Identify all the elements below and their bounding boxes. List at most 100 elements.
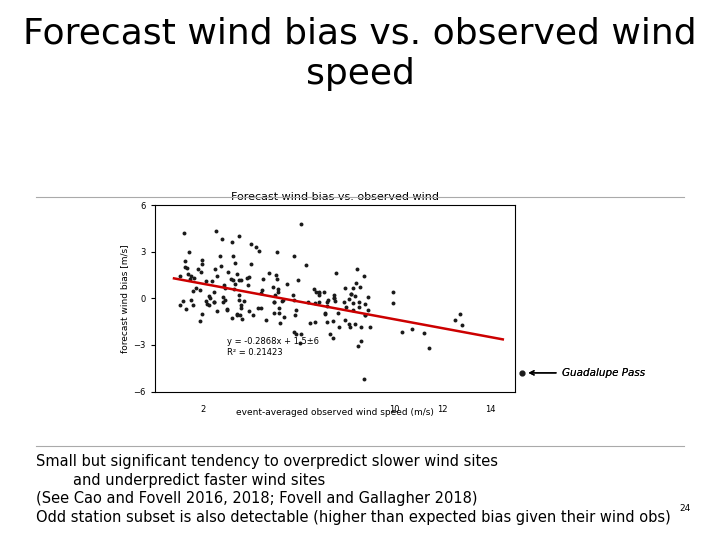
- Point: [228, 252, 239, 261]
- Text: Guadalupe Pass: Guadalupe Pass: [530, 368, 644, 378]
- Point: [200, 297, 212, 306]
- Point: [269, 290, 281, 299]
- Point: [255, 303, 266, 312]
- Point: [211, 227, 222, 235]
- Point: [321, 318, 333, 327]
- Text: and underpredict faster wind sites: and underpredict faster wind sites: [36, 472, 325, 488]
- Point: [196, 310, 207, 319]
- Point: [267, 283, 279, 292]
- Point: [278, 312, 289, 321]
- Point: [343, 295, 355, 303]
- Point: [235, 304, 247, 313]
- Point: [345, 289, 356, 298]
- Point: [516, 368, 528, 377]
- Point: [253, 247, 265, 255]
- Point: [359, 272, 370, 280]
- Point: [243, 272, 255, 281]
- Point: [273, 309, 284, 318]
- Text: 2: 2: [200, 406, 205, 415]
- Point: [195, 268, 207, 276]
- Text: Forecast wind bias vs. observed wind
speed: Forecast wind bias vs. observed wind spe…: [23, 16, 697, 91]
- Text: 14: 14: [485, 406, 496, 415]
- Point: [345, 290, 356, 299]
- Point: [295, 220, 307, 228]
- Point: [229, 280, 240, 289]
- Point: [227, 314, 238, 322]
- Point: [233, 232, 245, 241]
- Point: [221, 305, 233, 313]
- Point: [294, 339, 306, 347]
- Point: [227, 275, 238, 284]
- Point: [355, 323, 366, 332]
- Point: [221, 306, 233, 314]
- Point: [237, 314, 248, 323]
- Point: [264, 269, 275, 278]
- Point: [423, 344, 435, 353]
- Point: [418, 329, 430, 338]
- Point: [350, 320, 361, 329]
- Text: (See Cao and Fovell 2016, 2018; Fovell and Gallagher 2018): (See Cao and Fovell 2016, 2018; Fovell a…: [36, 491, 477, 507]
- Point: [358, 375, 369, 383]
- Point: [233, 291, 244, 300]
- Point: [309, 318, 320, 327]
- Point: [318, 288, 330, 297]
- Point: [212, 272, 223, 280]
- Point: [344, 323, 356, 332]
- Point: [277, 296, 289, 305]
- Point: [222, 268, 234, 276]
- Point: [208, 297, 220, 306]
- Point: [243, 307, 254, 315]
- Point: [450, 315, 462, 324]
- Point: [226, 238, 238, 247]
- Point: [407, 325, 418, 334]
- Point: [194, 316, 205, 325]
- Point: [206, 276, 217, 285]
- Point: [229, 259, 240, 268]
- Point: [214, 251, 225, 260]
- Point: [319, 310, 330, 319]
- Point: [235, 301, 247, 309]
- Point: [233, 275, 244, 284]
- Point: [359, 311, 371, 320]
- Point: [211, 307, 222, 316]
- Point: [328, 291, 340, 300]
- Point: [293, 276, 305, 285]
- Text: 24: 24: [680, 504, 691, 513]
- Point: [273, 285, 284, 293]
- Point: [233, 296, 245, 305]
- Point: [314, 289, 325, 298]
- Point: [338, 284, 350, 293]
- Point: [347, 306, 359, 315]
- Point: [310, 287, 322, 296]
- Point: [351, 265, 363, 273]
- Point: [274, 303, 285, 312]
- Point: [349, 291, 361, 300]
- Point: [203, 300, 215, 309]
- Point: [220, 296, 231, 305]
- Text: Odd station subset is also detectable (higher than expected bias given their win: Odd station subset is also detectable (h…: [36, 510, 671, 525]
- Point: [290, 329, 302, 338]
- Point: [313, 287, 325, 296]
- Point: [252, 304, 264, 313]
- Point: [225, 275, 237, 284]
- Point: [185, 296, 197, 305]
- Point: [203, 292, 215, 301]
- Point: [330, 268, 341, 277]
- Point: [324, 329, 336, 338]
- Point: [190, 284, 202, 292]
- Point: [359, 310, 371, 319]
- Point: [235, 276, 247, 285]
- Point: [338, 298, 350, 306]
- Point: [341, 302, 352, 311]
- Point: [242, 280, 253, 289]
- Point: [313, 291, 325, 299]
- Point: [356, 337, 367, 346]
- Point: [348, 284, 359, 293]
- Point: [271, 287, 283, 296]
- Point: [295, 330, 307, 339]
- Point: [219, 284, 230, 292]
- Point: [274, 319, 285, 327]
- Point: [268, 298, 279, 306]
- Point: [180, 256, 192, 265]
- Point: [217, 298, 228, 307]
